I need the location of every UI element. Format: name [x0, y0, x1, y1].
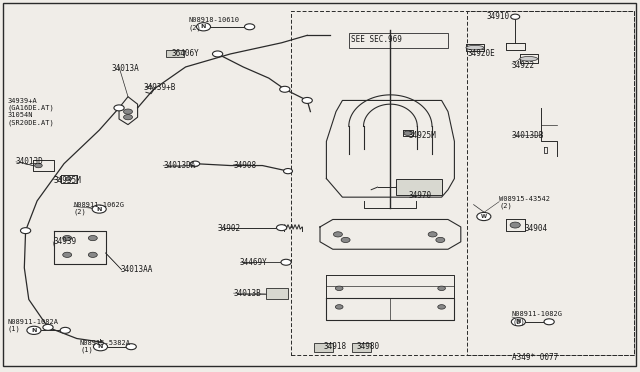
Text: N08911-1062G
(2): N08911-1062G (2) [74, 202, 125, 215]
Text: A349* 0077: A349* 0077 [512, 353, 558, 362]
Circle shape [510, 222, 520, 228]
Circle shape [88, 235, 97, 241]
Circle shape [333, 232, 342, 237]
Circle shape [511, 14, 520, 19]
Text: 34925M: 34925M [408, 131, 436, 140]
Circle shape [428, 232, 437, 237]
Text: 34013D: 34013D [16, 157, 44, 166]
Text: 34910: 34910 [486, 12, 509, 21]
Circle shape [63, 252, 72, 257]
Bar [166, 50, 184, 57]
Ellipse shape [466, 45, 484, 50]
Text: N: N [98, 344, 103, 349]
Bar [314, 343, 333, 352]
Text: 34939+A
(GA16DE.AT)
31054N
(SR20DE.AT): 34939+A (GA16DE.AT) 31054N (SR20DE.AT) [8, 97, 54, 126]
Text: 34013DA: 34013DA [163, 161, 196, 170]
Circle shape [341, 237, 350, 243]
Circle shape [196, 23, 211, 31]
Circle shape [544, 319, 554, 325]
Text: 34013B: 34013B [234, 289, 261, 298]
Text: N: N [516, 319, 521, 324]
Circle shape [511, 318, 525, 326]
Circle shape [43, 324, 53, 330]
Circle shape [60, 327, 70, 333]
Bar [266, 288, 288, 299]
Bar [352, 343, 371, 352]
Text: N08911-1082G
(2): N08911-1082G (2) [512, 311, 563, 325]
Circle shape [244, 24, 255, 30]
Text: N: N [201, 24, 206, 29]
Text: 34918: 34918 [324, 342, 347, 351]
Circle shape [114, 105, 124, 111]
Circle shape [88, 252, 97, 257]
Circle shape [404, 131, 412, 135]
Text: 34013AA: 34013AA [120, 265, 153, 274]
Bar [349, 33, 448, 48]
Text: 34013DB: 34013DB [512, 131, 545, 140]
Circle shape [126, 344, 136, 350]
Text: 34970: 34970 [408, 191, 431, 200]
Text: SEE SEC.969: SEE SEC.969 [351, 35, 401, 44]
Text: 34469Y: 34469Y [240, 258, 268, 267]
Circle shape [436, 237, 445, 243]
Text: 36406Y: 36406Y [172, 49, 199, 58]
Circle shape [477, 212, 491, 221]
Text: 34935M: 34935M [53, 176, 81, 185]
Circle shape [284, 169, 292, 174]
Circle shape [276, 225, 287, 231]
Text: 34902: 34902 [218, 224, 241, 233]
Circle shape [189, 162, 198, 167]
Text: W08915-43542
(2): W08915-43542 (2) [499, 196, 550, 209]
Circle shape [124, 115, 132, 120]
Text: N08911-1082A
(1): N08911-1082A (1) [8, 319, 59, 332]
Circle shape [93, 343, 108, 351]
Circle shape [335, 286, 343, 291]
Text: 34013A: 34013A [112, 64, 140, 73]
Circle shape [65, 177, 72, 181]
Circle shape [63, 235, 72, 241]
Text: N08915-5382A
(1): N08915-5382A (1) [80, 340, 131, 353]
Text: 34980: 34980 [356, 342, 380, 351]
Circle shape [124, 109, 132, 114]
Text: 34904: 34904 [525, 224, 548, 233]
Text: 34939+B: 34939+B [144, 83, 177, 92]
Circle shape [212, 51, 223, 57]
Circle shape [35, 163, 42, 168]
Circle shape [27, 326, 41, 334]
Circle shape [92, 205, 106, 213]
Text: 34939: 34939 [53, 237, 76, 246]
Ellipse shape [520, 57, 538, 61]
Text: 34908: 34908 [234, 161, 257, 170]
Circle shape [281, 259, 291, 265]
Bar [396, 179, 442, 195]
Text: N: N [31, 328, 36, 333]
Circle shape [280, 86, 290, 92]
Circle shape [302, 97, 312, 103]
Text: 34922: 34922 [512, 61, 535, 70]
Circle shape [191, 161, 200, 166]
Bar [467, 11, 634, 355]
Circle shape [335, 305, 343, 309]
Text: N08918-10610
(2): N08918-10610 (2) [189, 17, 240, 31]
Circle shape [438, 286, 445, 291]
Text: N: N [97, 206, 102, 212]
Bar [291, 11, 634, 355]
Circle shape [438, 305, 445, 309]
Circle shape [20, 228, 31, 234]
Text: W: W [481, 214, 487, 219]
Text: 34920E: 34920E [467, 49, 495, 58]
